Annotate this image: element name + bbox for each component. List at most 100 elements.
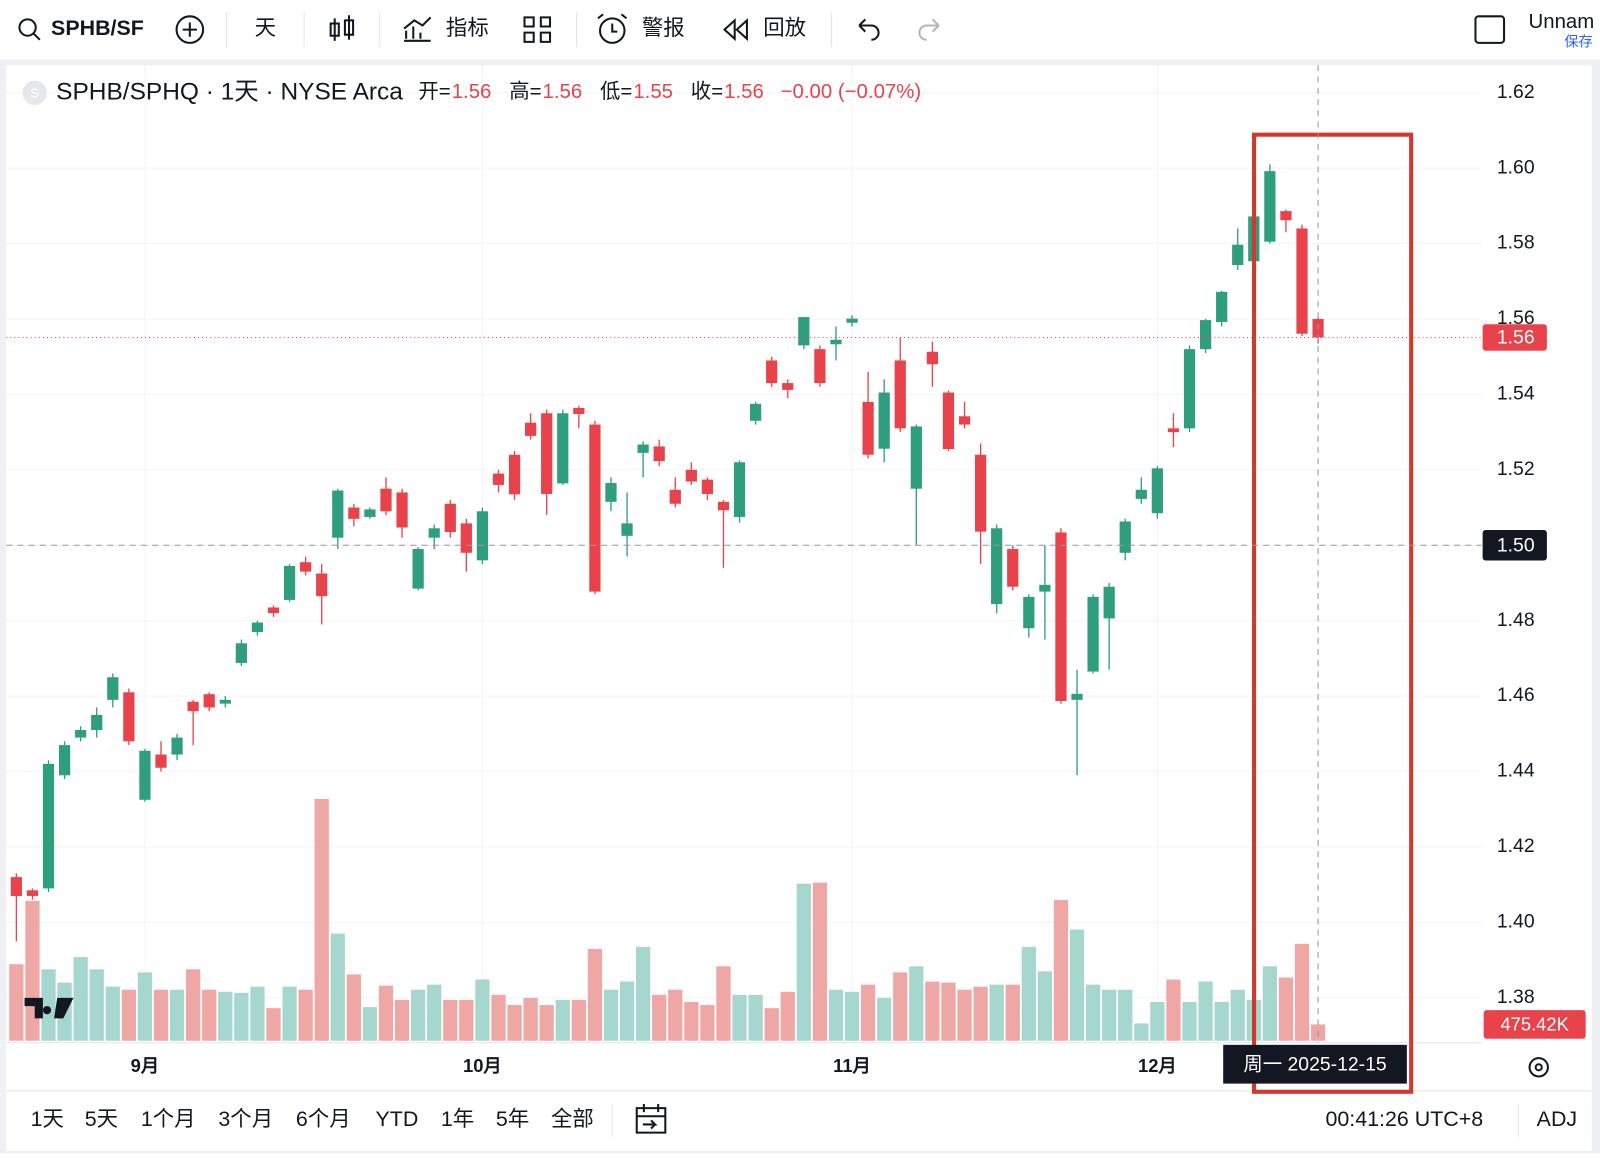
y-tick-label: 1.42 (1497, 835, 1535, 857)
candle-body (589, 424, 601, 592)
volume-bar (234, 992, 249, 1041)
candle-body (316, 573, 328, 597)
add-symbol[interactable] (175, 15, 205, 44)
volume-bar (748, 994, 763, 1041)
volume-bar (1182, 1001, 1197, 1041)
volume-bar (893, 972, 908, 1041)
candle-body (300, 562, 312, 572)
tv-logo (24, 997, 74, 1019)
candle-body (1296, 228, 1308, 334)
toolbar (0, 0, 1600, 60)
redo[interactable] (918, 18, 940, 41)
candle-body (428, 528, 440, 538)
range-button[interactable]: YTD (376, 1107, 419, 1131)
candle-body (910, 426, 922, 489)
settings[interactable] (1528, 1057, 1549, 1078)
volume-bar (700, 1005, 715, 1041)
candle-body (155, 754, 167, 768)
range-button[interactable]: 3个月 (218, 1107, 273, 1131)
legend-label: 低= (600, 80, 632, 103)
candle-body (862, 401, 874, 455)
adj[interactable]: ADJ (1537, 1107, 1577, 1131)
candle-body (42, 763, 55, 889)
candle-body (573, 407, 585, 415)
crosshair-date-label: 周一 2025-12-15 (1243, 1053, 1386, 1075)
go-to-date[interactable] (635, 1104, 667, 1134)
volume-bar (635, 946, 651, 1041)
volume-bar (957, 989, 972, 1041)
last-price-label: 1.56 (1497, 327, 1535, 349)
candle-body (1183, 349, 1196, 429)
volume-bar (121, 989, 137, 1041)
search-icon[interactable] (18, 18, 37, 37)
candle-body (1007, 549, 1019, 587)
candle-body (348, 507, 360, 519)
y-tick-label: 1.58 (1497, 232, 1535, 254)
x-tick-label: 11月 (833, 1055, 871, 1076)
volume-bar (764, 1008, 779, 1041)
volume-bar (1005, 984, 1020, 1041)
candle-body (380, 488, 392, 512)
alerts[interactable]: 警报 (642, 16, 685, 40)
range-button[interactable]: 1个月 (141, 1107, 196, 1131)
symbol-search[interactable]: SPHB/SF (51, 16, 144, 40)
range-button[interactable]: 1年 (441, 1107, 474, 1131)
volume-bar (652, 994, 667, 1041)
range-button[interactable]: 1天 (31, 1107, 64, 1131)
candle-body (557, 413, 569, 484)
volume-bar (443, 999, 458, 1041)
volume-bar (169, 989, 185, 1041)
candle-body (1216, 291, 1228, 322)
range-button[interactable]: 全部 (551, 1107, 594, 1131)
candle-body (1071, 693, 1083, 700)
fullscreen[interactable] (1474, 15, 1506, 44)
range-button[interactable]: 6个月 (296, 1107, 351, 1131)
layout-name[interactable]: Unnam (1529, 11, 1595, 33)
volume-bar (427, 984, 442, 1041)
replay-icon[interactable] (722, 18, 748, 42)
crosshair-price-badge (1482, 529, 1547, 561)
candle-body (942, 392, 955, 450)
y-tick-label: 1.44 (1497, 760, 1535, 782)
candle-body (1023, 596, 1035, 629)
candle-body (1264, 171, 1276, 242)
legend-value: 1.56 (724, 81, 764, 103)
y-tick-label: 1.38 (1497, 986, 1535, 1008)
range-button[interactable]: 5天 (85, 1107, 118, 1131)
layout-icon[interactable] (523, 16, 552, 43)
candle-body (1280, 211, 1292, 221)
volume-bar (1085, 984, 1101, 1041)
ohlc-legend: 开= 1.56 高= 1.56 低= 1.55 收= 1.56 (418, 80, 763, 103)
volume-bar (587, 948, 603, 1041)
volume-bar (973, 986, 988, 1041)
chart-type[interactable] (329, 15, 355, 41)
save[interactable]: 保存 (1564, 34, 1593, 51)
interval[interactable]: 天 (255, 16, 276, 40)
indicators[interactable]: 指标 (446, 16, 489, 40)
volume-bar (218, 991, 233, 1041)
candle-body (894, 360, 906, 429)
bottom-bar (6, 1091, 1592, 1151)
volume-bar (828, 989, 844, 1041)
symbol-logo-letter: S (30, 85, 39, 100)
candle-body (396, 492, 408, 528)
candle-body (460, 523, 472, 553)
candle-body (508, 454, 521, 495)
range-button[interactable]: 5年 (496, 1107, 529, 1131)
alert-icon[interactable] (598, 17, 626, 44)
replay[interactable]: 回放 (763, 16, 806, 40)
volume-bar (105, 986, 120, 1041)
volume-bar (796, 883, 811, 1041)
indicators-icon[interactable] (403, 16, 432, 42)
legend-label: 收= (691, 80, 723, 103)
candle-body (412, 549, 424, 589)
candle-body (364, 509, 376, 517)
volume-bar (732, 994, 747, 1041)
undo[interactable] (858, 18, 880, 41)
candle-body (107, 677, 119, 700)
symbol-logo (22, 80, 47, 106)
candle-body (58, 745, 71, 776)
legend-value: 1.56 (543, 81, 583, 103)
volume-bar (298, 989, 313, 1041)
volume-label: 475.42K (1500, 1013, 1569, 1034)
